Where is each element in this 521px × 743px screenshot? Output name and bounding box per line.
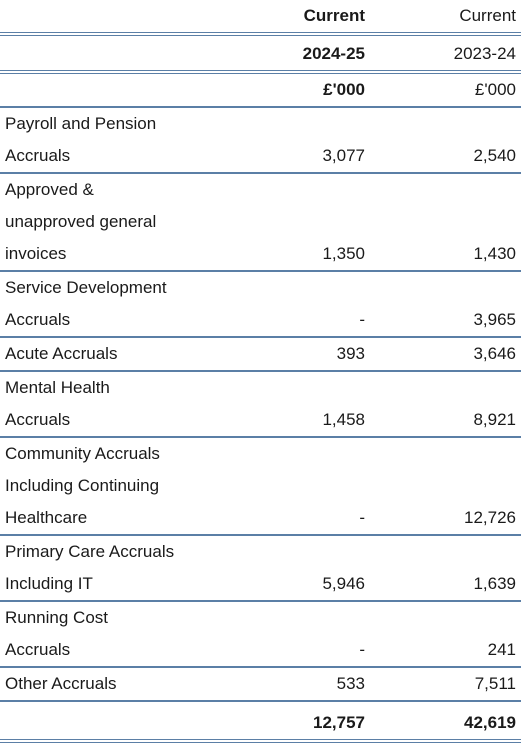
row-prior-value: 3,965 xyxy=(369,304,521,338)
row-prior-value: 3,646 xyxy=(369,337,521,372)
table-row: Accruals -241 xyxy=(0,634,521,668)
row-prior-value: 1,639 xyxy=(369,568,521,602)
row-label: Service Development xyxy=(5,278,167,297)
row-label: Accruals xyxy=(0,304,200,338)
row-current-value xyxy=(200,107,369,140)
row-label: Accruals xyxy=(0,140,200,174)
row-label: Accruals xyxy=(0,634,200,668)
row-label: Other Accruals xyxy=(0,667,200,702)
row-label: Mental Health xyxy=(5,378,110,397)
header-prior-period: Current xyxy=(369,0,521,36)
header-label-cell xyxy=(0,72,200,108)
row-prior-value: 8,921 xyxy=(369,404,521,438)
table-row: Service Development xyxy=(0,271,521,304)
row-current-value: - xyxy=(200,502,369,536)
row-prior-value xyxy=(369,470,521,502)
row-label: Payroll and Pension xyxy=(5,114,157,133)
table-row: Running Cost xyxy=(0,601,521,634)
row-label: Healthcare xyxy=(0,502,200,536)
row-current-value: - xyxy=(200,634,369,668)
table-row: Accruals 3,077 2,540 xyxy=(0,140,521,174)
table-row: Other Accruals 533 7,511 xyxy=(0,667,521,702)
row-label: Community Accruals xyxy=(5,444,160,463)
header-prior-year: 2023-24 xyxy=(369,34,521,74)
row-prior-value: 7,511 xyxy=(369,667,521,702)
total-row: 12,757 42,619 xyxy=(0,700,521,743)
row-prior-value xyxy=(369,173,521,206)
table-row: invoices 1,350 1,430 xyxy=(0,238,521,272)
table-row: Accruals 1,458 8,921 xyxy=(0,404,521,438)
table-row: Community Accruals xyxy=(0,437,521,470)
row-current-value xyxy=(200,173,369,206)
row-prior-value: 2,540 xyxy=(369,140,521,174)
row-prior-value: 1,430 xyxy=(369,238,521,272)
header-row-unit: £'000 £'000 xyxy=(0,72,521,108)
row-prior-value xyxy=(369,206,521,238)
total-prior-value: 42,619 xyxy=(369,700,521,743)
table-row: Mental Health xyxy=(0,371,521,404)
header-row-year: 2024-25 2023-24 xyxy=(0,34,521,74)
row-current-value xyxy=(200,271,369,304)
row-current-value: 5,946 xyxy=(200,568,369,602)
row-prior-value xyxy=(369,601,521,634)
row-current-value xyxy=(200,601,369,634)
row-label: Running Cost xyxy=(5,608,109,627)
total-current-value: 12,757 xyxy=(200,700,369,743)
header-prior-unit: £'000 xyxy=(369,72,521,108)
header-current-period: Current xyxy=(200,0,369,36)
row-prior-value: 12,726 xyxy=(369,502,521,536)
row-prior-value xyxy=(369,535,521,568)
table-row: Primary Care Accruals xyxy=(0,535,521,568)
row-label: Including IT xyxy=(0,568,200,602)
row-current-value: 393 xyxy=(200,337,369,372)
header-label-cell xyxy=(0,34,200,74)
row-prior-value xyxy=(369,271,521,304)
header-label-cell xyxy=(0,0,200,36)
row-label: Approved & xyxy=(5,180,94,199)
row-prior-value xyxy=(369,437,521,470)
table-row: Including IT 5,946 1,639 xyxy=(0,568,521,602)
row-label: Accruals xyxy=(0,404,200,438)
table-row: Approved & xyxy=(0,173,521,206)
table-row: Acute Accruals 393 3,646 xyxy=(0,337,521,372)
row-current-value: 533 xyxy=(200,667,369,702)
row-label: unapproved general xyxy=(5,212,157,231)
row-current-value xyxy=(200,371,369,404)
table-row: unapproved general xyxy=(0,206,521,238)
row-prior-value xyxy=(369,371,521,404)
row-label: invoices xyxy=(0,238,200,272)
table-row: Payroll and Pension xyxy=(0,107,521,140)
row-prior-value xyxy=(369,107,521,140)
row-current-value: 1,350 xyxy=(200,238,369,272)
row-current-value xyxy=(200,535,369,568)
header-current-year: 2024-25 xyxy=(200,34,369,74)
table-row: Accruals -3,965 xyxy=(0,304,521,338)
row-current-value xyxy=(200,470,369,502)
header-current-unit: £'000 xyxy=(200,72,369,108)
row-current-value: - xyxy=(200,304,369,338)
row-label: Primary Care Accruals xyxy=(5,542,175,561)
table-row: Healthcare -12,726 xyxy=(0,502,521,536)
row-label: Including Continuing xyxy=(5,476,160,495)
total-label-cell xyxy=(0,700,200,743)
row-current-value: 3,077 xyxy=(200,140,369,174)
table-row: Including Continuing xyxy=(0,470,521,502)
row-current-value: 1,458 xyxy=(200,404,369,438)
row-current-value xyxy=(200,206,369,238)
header-row-period: Current Current xyxy=(0,0,521,36)
row-current-value xyxy=(200,437,369,470)
row-prior-value: 241 xyxy=(369,634,521,668)
row-label: Acute Accruals xyxy=(0,337,200,372)
